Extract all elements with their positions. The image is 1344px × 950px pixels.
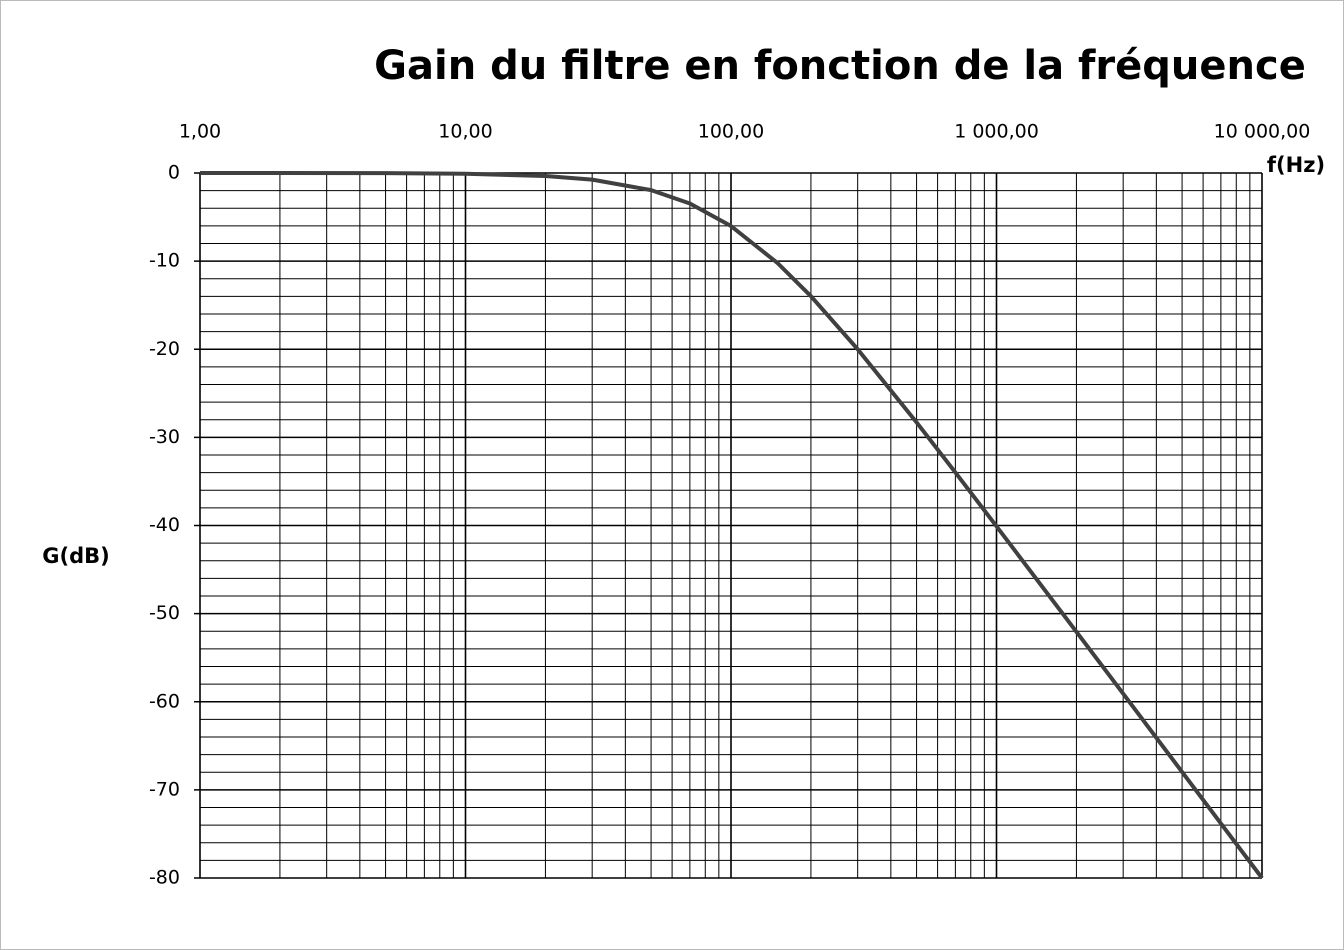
x-tick-label: 1,00 bbox=[179, 121, 221, 143]
x-tick-label: 100,00 bbox=[698, 121, 764, 143]
y-tick-label: -40 bbox=[149, 514, 180, 536]
x-axis-label: f(Hz) bbox=[1267, 153, 1325, 177]
y-tick-label: 0 bbox=[168, 162, 180, 184]
data-line bbox=[200, 171, 1264, 880]
y-tick-label: -60 bbox=[149, 690, 180, 712]
y-tick-label: -10 bbox=[149, 250, 180, 272]
y-tick-label: -80 bbox=[149, 867, 180, 889]
y-tick-label: -70 bbox=[149, 778, 180, 800]
y-tick-label: -30 bbox=[149, 426, 180, 448]
x-tick-label: 1 000,00 bbox=[954, 121, 1039, 143]
chart-title: Gain du filtre en fonction de la fréquen… bbox=[374, 43, 1306, 89]
x-tick-label: 10,00 bbox=[438, 121, 492, 143]
x-tick-label: 10 000,00 bbox=[1214, 121, 1311, 143]
y-tick-label: -20 bbox=[149, 338, 180, 360]
y-axis-label: G(dB) bbox=[42, 544, 109, 568]
y-tick-label: -50 bbox=[149, 602, 180, 624]
